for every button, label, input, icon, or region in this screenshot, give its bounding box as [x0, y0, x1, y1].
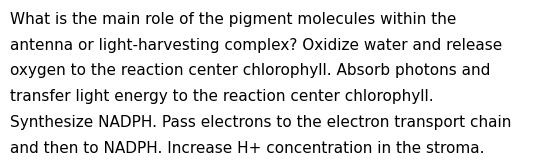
Text: transfer light energy to the reaction center chlorophyll.: transfer light energy to the reaction ce… [10, 89, 434, 104]
Text: oxygen to the reaction center chlorophyll. Absorb photons and: oxygen to the reaction center chlorophyl… [10, 63, 490, 78]
Text: and then to NADPH. Increase H+ concentration in the stroma.: and then to NADPH. Increase H+ concentra… [10, 141, 484, 156]
Text: What is the main role of the pigment molecules within the: What is the main role of the pigment mol… [10, 12, 456, 27]
Text: antenna or light-harvesting complex? Oxidize water and release: antenna or light-harvesting complex? Oxi… [10, 38, 502, 53]
Text: Synthesize NADPH. Pass electrons to the electron transport chain: Synthesize NADPH. Pass electrons to the … [10, 115, 512, 130]
